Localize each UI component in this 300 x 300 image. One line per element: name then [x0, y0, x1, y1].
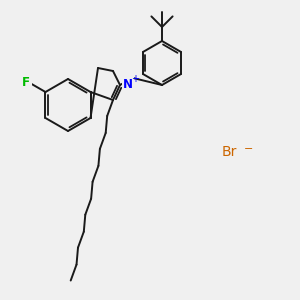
- Text: −: −: [244, 144, 254, 154]
- Text: Br: Br: [222, 145, 237, 159]
- Text: F: F: [22, 76, 30, 89]
- Text: +: +: [131, 74, 139, 84]
- Text: N: N: [123, 77, 133, 91]
